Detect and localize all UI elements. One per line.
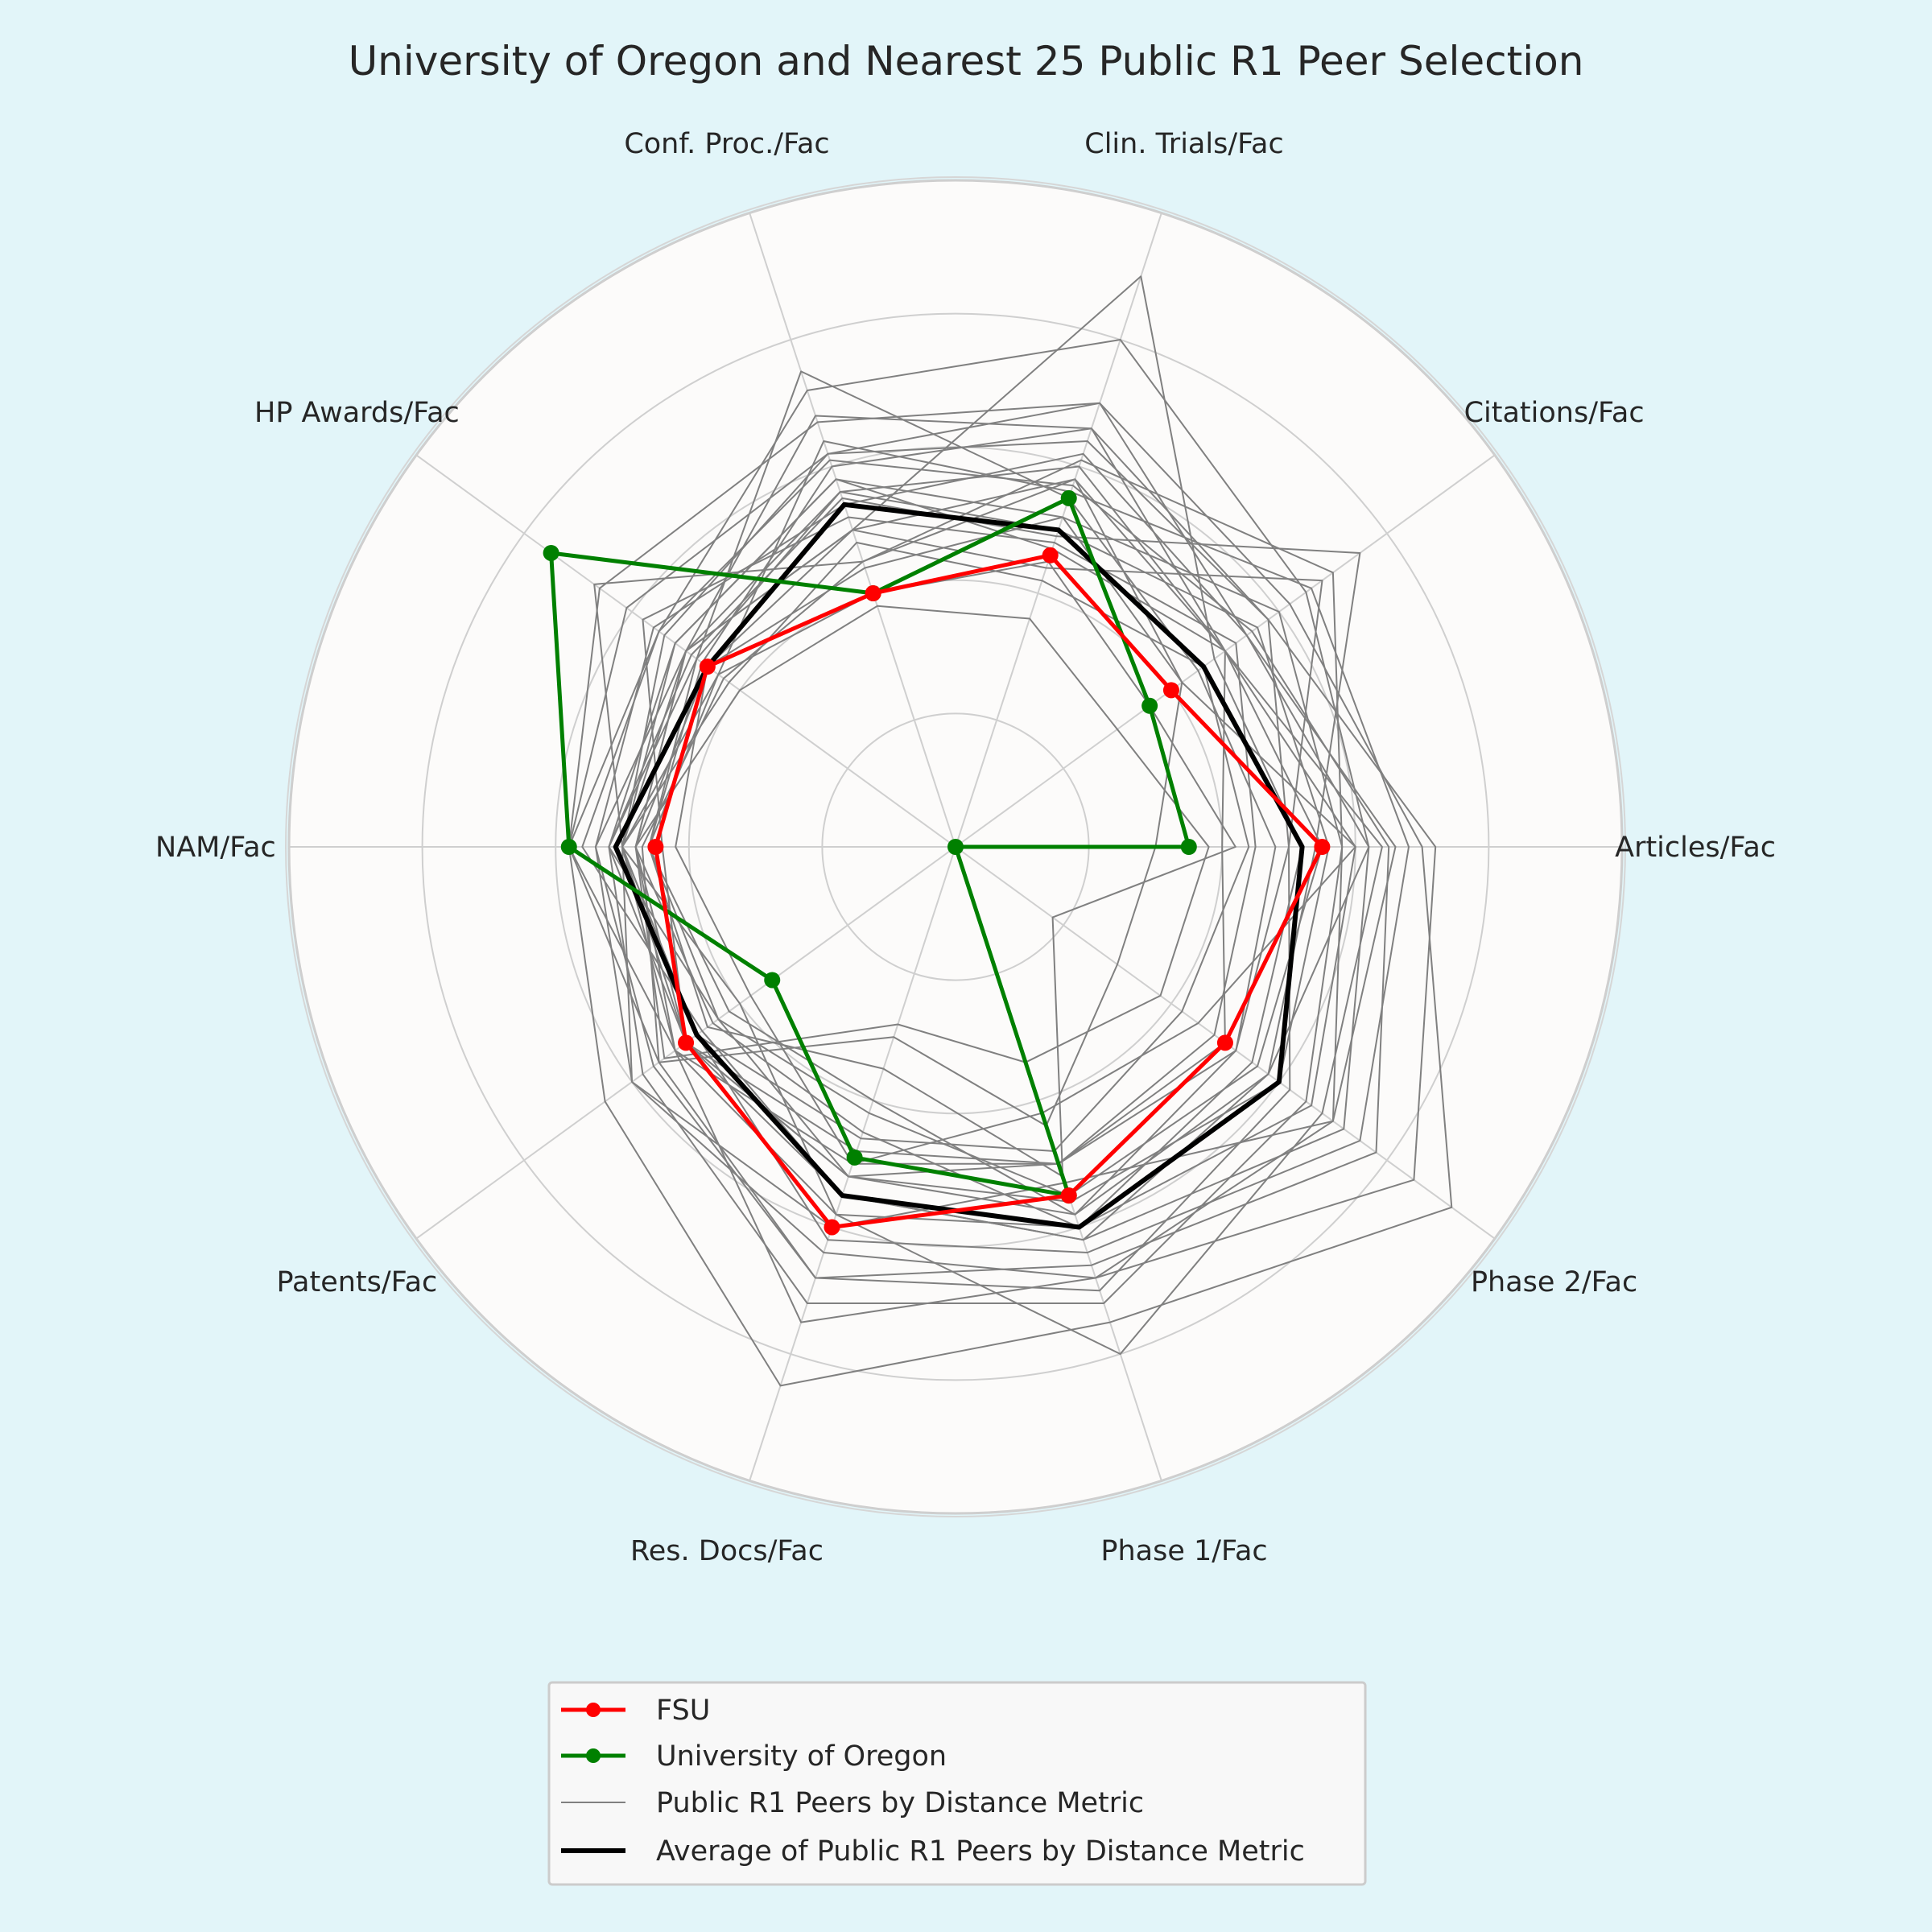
peer-line-5 <box>581 339 1370 1241</box>
average-series-line <box>613 502 1305 1230</box>
chart-title: University of Oregon and Nearest 25 Publ… <box>349 38 1584 85</box>
axis-label-phase-2-fac: Phase 2/Fac <box>1471 1266 1637 1298</box>
peer-line-17 <box>608 491 1330 1203</box>
legend-label-oregon: University of Oregon <box>656 1740 947 1773</box>
polar-outer-ring <box>285 176 1626 1517</box>
fsu-point-phase-1-fac <box>1060 1187 1077 1204</box>
legend-marker-fsu <box>586 1703 601 1717</box>
axis-label-nam-fac: NAM/Fac <box>155 832 276 864</box>
fsu-point-clin-trials-fac <box>1042 547 1059 564</box>
university-of-oregon-point-phase-2-fac <box>947 839 964 855</box>
legend-frame <box>547 1681 1367 1886</box>
fsu-point-articles-fac <box>1314 839 1331 855</box>
fsu-point-patents-fac <box>678 1034 695 1051</box>
axis-label-phase-1-fac: Phase 1/Fac <box>1100 1535 1267 1567</box>
legend-label-average: Average of Public R1 Peers by Distance M… <box>656 1835 1305 1868</box>
axis-labels: Articles/Fac Citations/Fac Clin. Trials/Fa… <box>155 128 1776 1567</box>
university-of-oregon-point-nam-fac <box>560 839 577 855</box>
axis-label-citations-fac: Citations/Fac <box>1464 397 1645 429</box>
axis-label-hp-awards-fac: HP Awards/Fac <box>254 397 460 429</box>
university-of-oregon-point-articles-fac <box>1180 839 1197 855</box>
axis-label-res-docs-fac: Res. Docs/Fac <box>630 1535 824 1567</box>
axis-label-patents-fac: Patents/Fac <box>277 1266 438 1298</box>
university-of-oregon-point-clin-trials-fac <box>1060 489 1077 506</box>
legend: FSU University of Oregon Public R1 Peers… <box>547 1681 1367 1886</box>
peer-lines <box>568 275 1453 1387</box>
fsu-point-conf-proc-fac <box>865 585 881 602</box>
peer-line-18 <box>641 478 1183 1127</box>
university-of-oregon-point-hp-awards-fac <box>543 544 559 561</box>
university-of-oregon-point-citations-fac <box>1141 697 1158 714</box>
university-of-oregon-point-patents-fac <box>764 972 781 989</box>
axis-label-articles-fac: Articles/Fac <box>1615 832 1776 864</box>
fsu-point-hp-awards-fac <box>699 658 716 675</box>
highlight-lines <box>543 489 1331 1236</box>
legend-label-fsu: FSU <box>656 1695 710 1727</box>
peer-line-25 <box>621 465 1356 1228</box>
fsu-point-citations-fac <box>1162 682 1179 699</box>
legend-label-peers: Public R1 Peers by Distance Metric <box>656 1787 1144 1819</box>
fsu-point-phase-2-fac <box>1216 1034 1233 1051</box>
axis-label-clin-trials-fac: Clin. Trials/Fac <box>1084 128 1283 160</box>
peer-line-24 <box>634 478 1226 1178</box>
fsu-point-nam-fac <box>647 839 664 855</box>
axis-label-conf-proc-fac: Conf. Proc./Fac <box>624 128 829 160</box>
average-line <box>613 502 1305 1230</box>
university-of-oregon-point-res-docs-fac <box>846 1149 863 1166</box>
peer-line-20 <box>594 452 1397 1279</box>
fsu-point-res-docs-fac <box>824 1219 840 1236</box>
legend-marker-oregon <box>586 1748 601 1763</box>
